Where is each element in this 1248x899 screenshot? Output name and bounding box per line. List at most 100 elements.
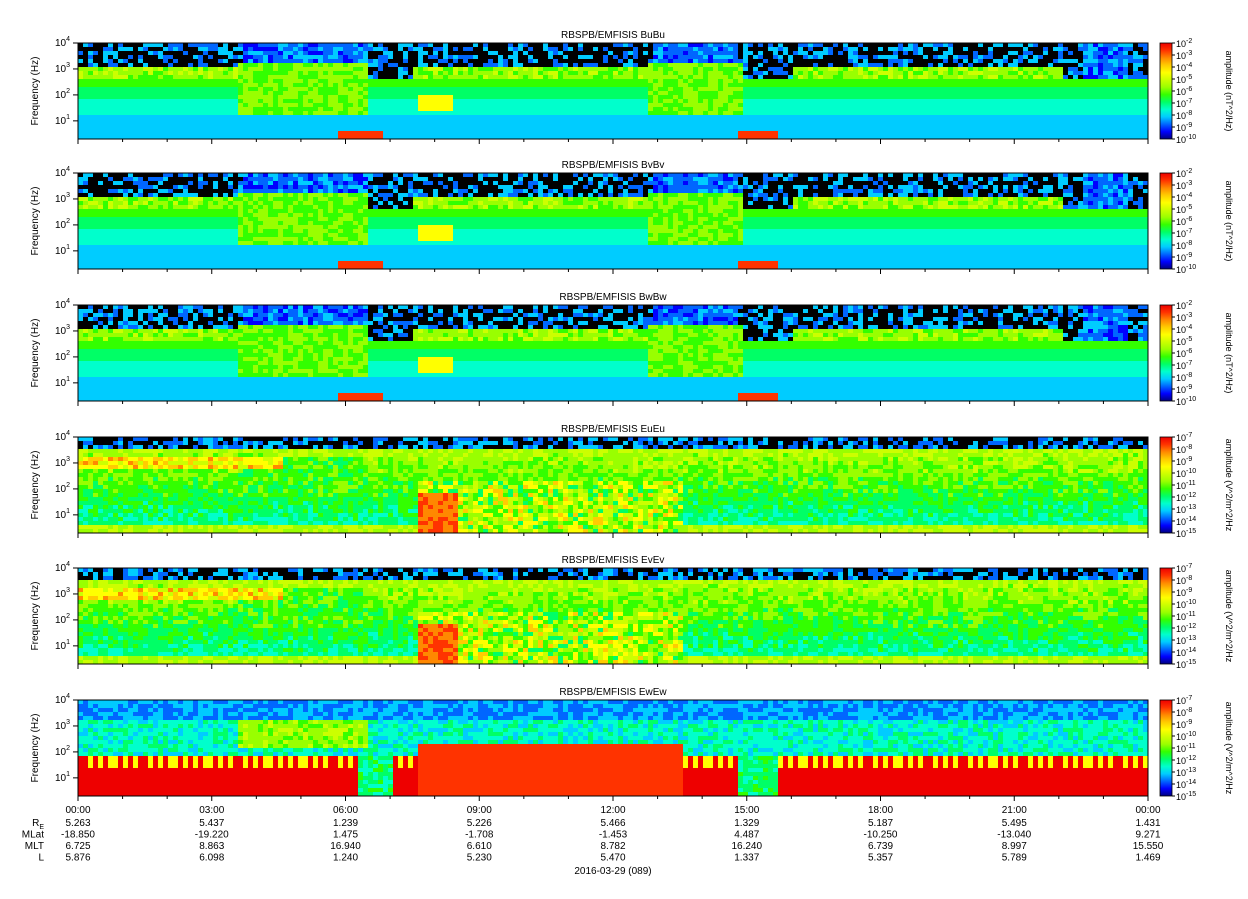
heatmap-cell [763, 71, 768, 75]
heatmap-cell [203, 131, 208, 135]
heatmap-cell [293, 91, 298, 95]
heatmap-cell [173, 55, 178, 59]
heatmap-cell [643, 115, 648, 119]
heatmap-cell [143, 111, 148, 115]
heatmap-cell [693, 123, 698, 127]
heatmap-cell [683, 99, 688, 103]
heatmap-cell [103, 119, 108, 123]
heatmap-cell [208, 99, 213, 103]
heatmap-cell [473, 71, 478, 75]
heatmap-cell [113, 87, 118, 91]
heatmap-cell [498, 111, 503, 115]
heatmap-cell [273, 111, 278, 115]
heatmap-cell [383, 111, 388, 115]
heatmap-cell [628, 107, 633, 111]
heatmap-cell [368, 87, 373, 91]
heatmap-cell [608, 99, 613, 103]
heatmap-cell [843, 47, 848, 51]
heatmap-cell [628, 71, 633, 75]
heatmap-cell [393, 71, 398, 75]
heatmap-cell [368, 51, 373, 55]
heatmap-cell [648, 43, 653, 47]
heatmap-cell [508, 119, 513, 123]
heatmap-cell [768, 131, 773, 135]
heatmap-cell [433, 51, 438, 55]
heatmap-cell [278, 71, 283, 75]
heatmap-cell [443, 107, 448, 111]
heatmap-cell [313, 51, 318, 55]
heatmap-cell [463, 47, 468, 51]
heatmap-cell [138, 63, 143, 67]
heatmap-cell [448, 127, 453, 131]
heatmap-cell [798, 111, 803, 115]
heatmap-cell [163, 51, 168, 55]
heatmap-cell [693, 67, 698, 71]
heatmap-cell [818, 87, 823, 91]
heatmap-cell [528, 83, 533, 87]
heatmap-cell [143, 55, 148, 59]
heatmap-cell [98, 59, 103, 63]
heatmap-cell [723, 123, 728, 127]
heatmap-cell [573, 63, 578, 67]
heatmap-cell [538, 103, 543, 107]
heatmap-cell [723, 83, 728, 87]
heatmap-cell [118, 107, 123, 111]
heatmap-cell [788, 131, 793, 135]
heatmap-cell [678, 107, 683, 111]
heatmap-cell [703, 55, 708, 59]
heatmap-cell [273, 71, 278, 75]
heatmap-cell [653, 99, 658, 103]
heatmap-cell [408, 107, 413, 111]
heatmap-cell [78, 107, 83, 111]
heatmap-cell [353, 47, 358, 51]
heatmap-cell [758, 87, 763, 91]
heatmap-cell [83, 91, 88, 95]
heatmap-cell [793, 91, 798, 95]
heatmap-cell [338, 91, 343, 95]
heatmap-cell [413, 95, 418, 99]
heatmap-cell [783, 55, 788, 59]
heatmap-cell [113, 115, 118, 119]
heatmap-cell [83, 75, 88, 79]
heatmap-cell [798, 83, 803, 87]
heatmap-cell [203, 115, 208, 119]
heatmap-cell [663, 131, 668, 135]
heatmap-cell [383, 71, 388, 75]
heatmap-cell [638, 47, 643, 51]
heatmap-cell [428, 71, 433, 75]
heatmap-cell [388, 63, 393, 67]
heatmap-cell [443, 71, 448, 75]
heatmap-cell [328, 83, 333, 87]
heatmap-cell [753, 91, 758, 95]
heatmap-cell [483, 83, 488, 87]
heatmap-cell [803, 103, 808, 107]
heatmap-cell [188, 115, 193, 119]
heatmap-cell [398, 47, 403, 51]
heatmap-cell [338, 75, 343, 79]
heatmap-cell [783, 119, 788, 123]
heatmap-cell [823, 67, 828, 71]
heatmap-cell [113, 91, 118, 95]
heatmap-cell [398, 71, 403, 75]
heatmap-cell [663, 103, 668, 107]
heatmap-cell [143, 95, 148, 99]
heatmap-cell [643, 119, 648, 123]
heatmap-cell [408, 103, 413, 107]
heatmap-cell [593, 83, 598, 87]
heatmap-cell [88, 51, 93, 55]
heatmap-cell [753, 87, 758, 91]
heatmap-cell [668, 131, 673, 135]
heatmap-cell [433, 91, 438, 95]
heatmap-cell [183, 111, 188, 115]
heatmap-cell [678, 75, 683, 79]
heatmap-cell [733, 47, 738, 51]
heatmap-cell [433, 107, 438, 111]
heatmap-cell [653, 51, 658, 55]
heatmap-cell [238, 87, 243, 91]
heatmap-cell [93, 107, 98, 111]
heatmap-cell [508, 111, 513, 115]
heatmap-cell [288, 103, 293, 107]
heatmap-cell [763, 67, 768, 71]
heatmap-cell [463, 79, 468, 83]
heatmap-cell [523, 127, 528, 131]
